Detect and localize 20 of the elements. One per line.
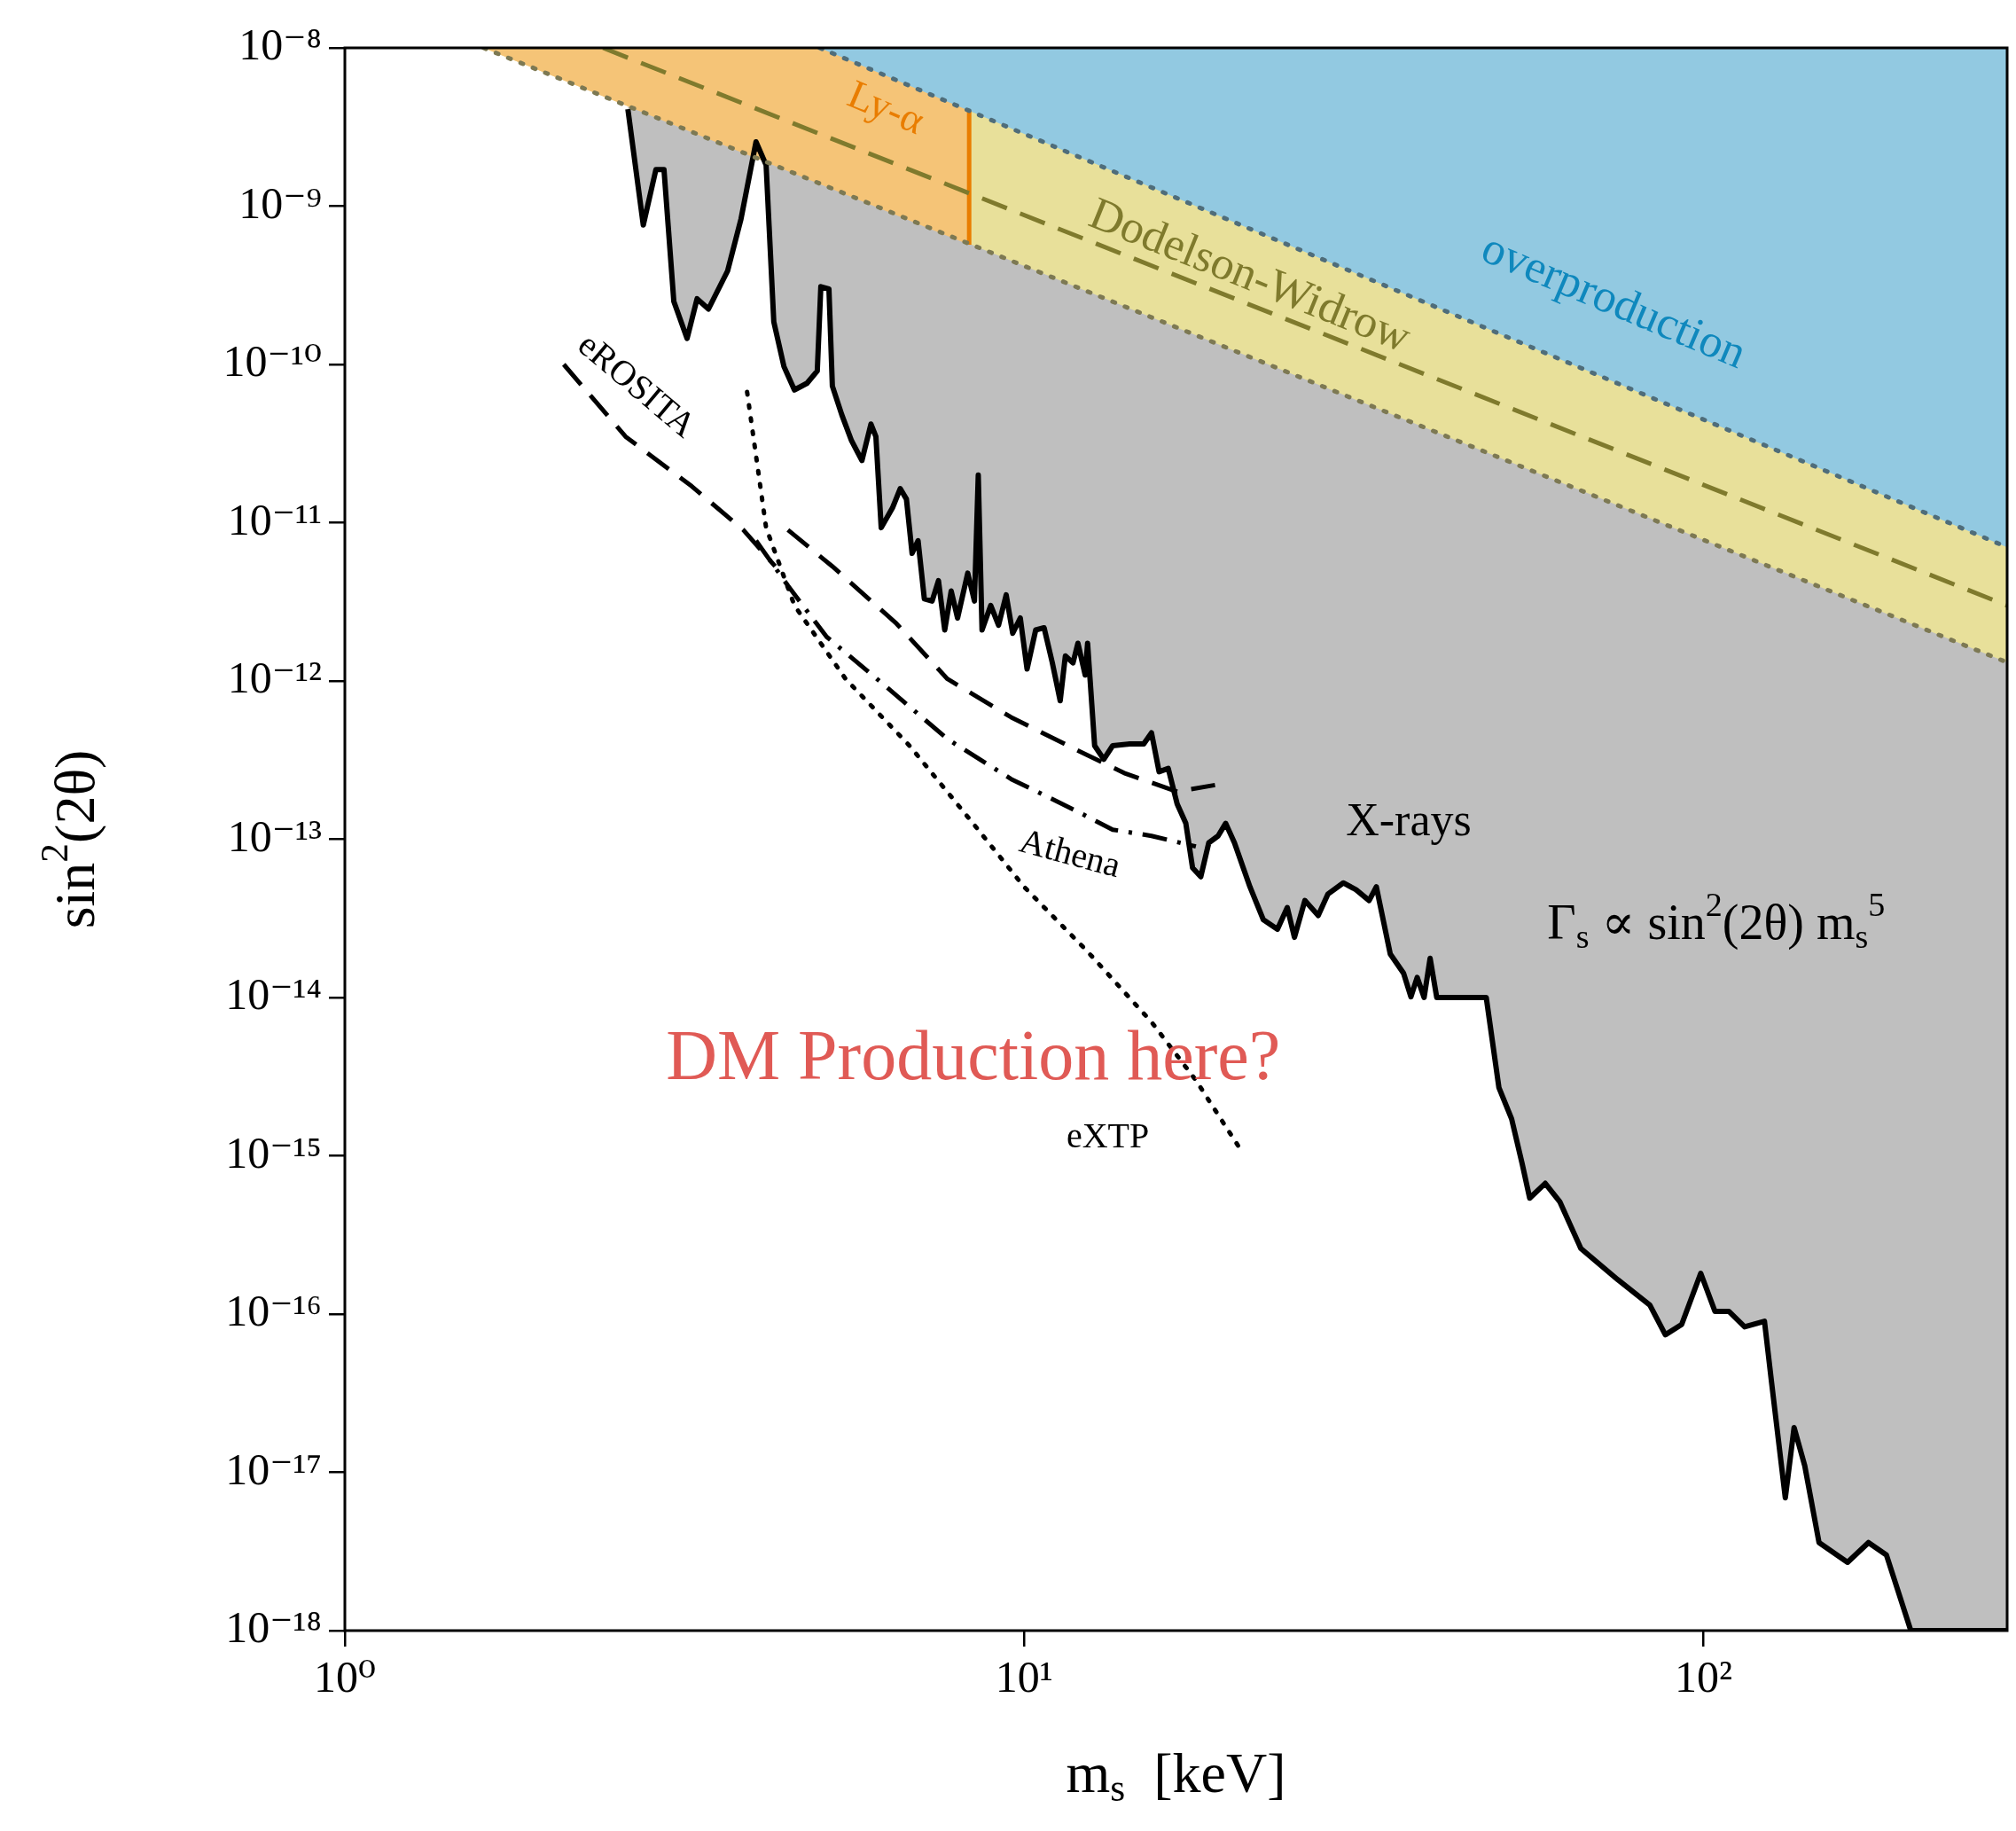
y-tick-label: 10⁻¹⁶ (225, 1286, 322, 1336)
y-tick-label: 10⁻¹⁵ (225, 1127, 322, 1178)
text: Athena (1015, 819, 1126, 886)
annotation: DM Production here? (666, 1016, 1281, 1095)
y-tick-label: 10⁻⁸ (238, 20, 322, 70)
series-label: Ly-α (841, 70, 932, 144)
y-tick-label: 10⁻¹⁷ (225, 1444, 322, 1494)
y-tick-label: 10⁻⁹ (238, 177, 322, 228)
series-label: X-rays (1346, 794, 1472, 846)
y-tick-label: 10⁻¹⁸ (225, 1602, 322, 1653)
x-tick-label: 10⁰ (313, 1652, 377, 1702)
y-tick-label: 10⁻¹⁴ (225, 969, 322, 1020)
y-tick-label: 10⁻¹¹ (227, 494, 322, 544)
y-tick-label: 10⁻¹³ (227, 810, 323, 861)
y-tick-label: 10⁻¹⁰ (223, 336, 322, 387)
y-axis-title: sin2(2θ) (33, 749, 106, 929)
series-label: eXTP (1066, 1115, 1150, 1156)
x-tick-label: 10¹ (995, 1652, 1053, 1702)
x-tick-label: 10² (1674, 1652, 1732, 1702)
y-tick-label: 10⁻¹² (227, 653, 322, 703)
